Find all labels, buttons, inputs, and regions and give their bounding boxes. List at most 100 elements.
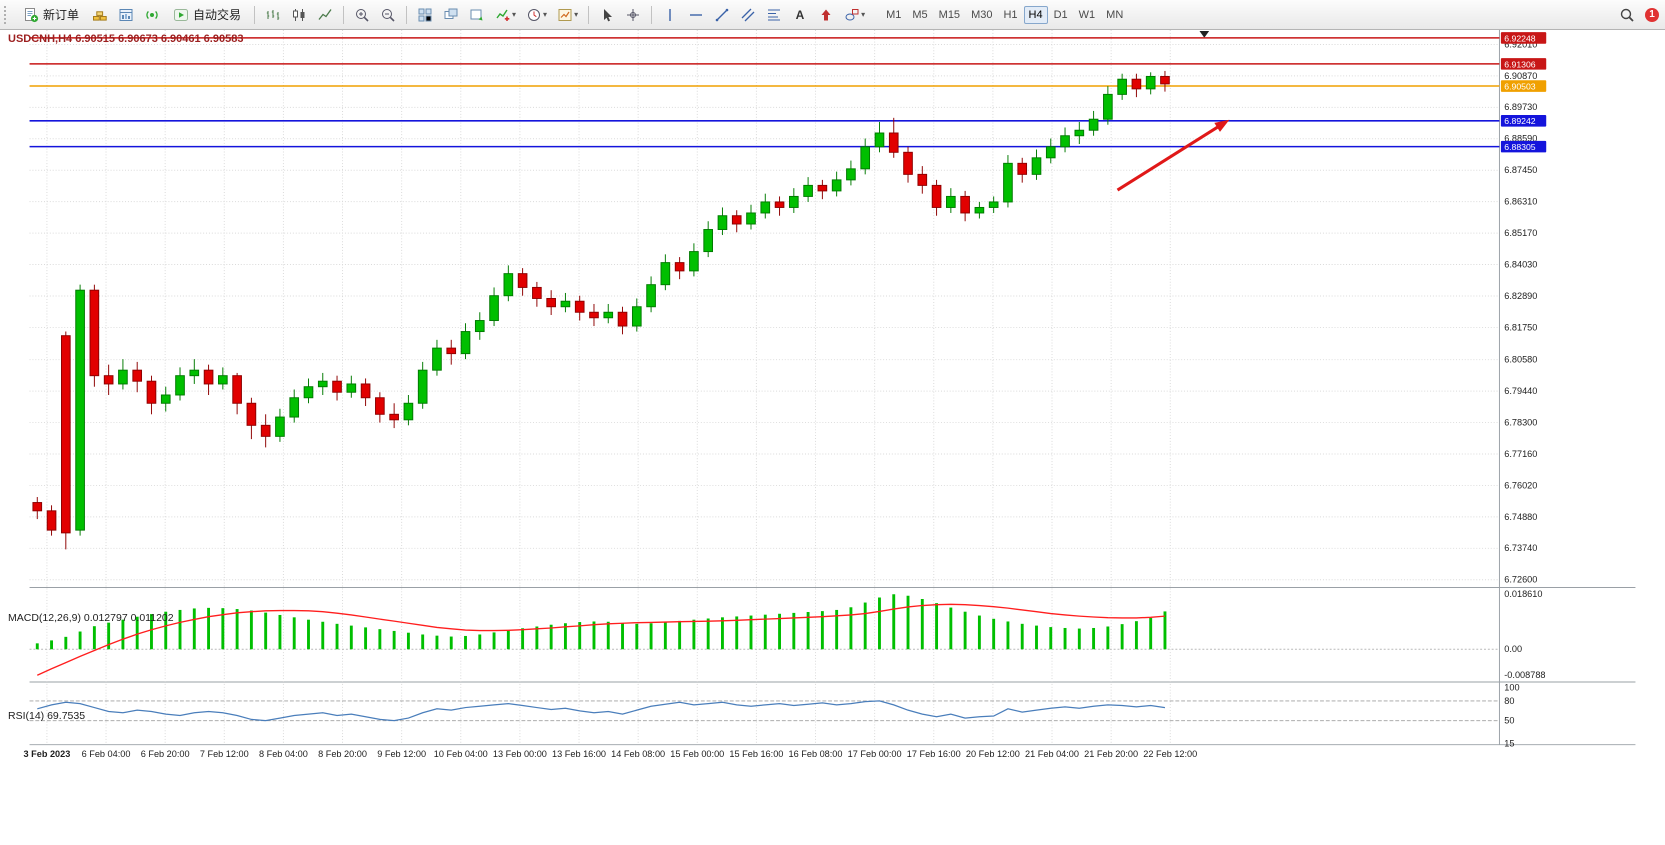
candle-body	[375, 397, 385, 415]
indicators-icon	[495, 7, 511, 23]
horizontal-line-icon	[688, 7, 704, 23]
time-axis-label: 17 Feb 00:00	[848, 749, 902, 759]
zoom-in-icon	[354, 7, 370, 23]
candle-body	[260, 424, 271, 437]
line-chart-icon	[317, 7, 333, 23]
panel-separators	[29, 30, 1636, 746]
timeframe-m1[interactable]: M1	[881, 6, 906, 24]
time-axis-label: 7 Feb 12:00	[200, 749, 249, 759]
candle-body	[1045, 146, 1056, 159]
candle-body	[218, 375, 228, 385]
chevron-down-icon: ▾	[512, 10, 517, 19]
candle-body	[817, 184, 828, 192]
notification-badge[interactable]: 1	[1645, 7, 1659, 22]
shapes-button[interactable]: ▾	[840, 4, 869, 26]
tile-windows-button[interactable]	[413, 4, 437, 26]
search-icon	[1619, 7, 1635, 23]
timeframe-m5[interactable]: M5	[907, 6, 932, 24]
timeframe-h1[interactable]: H1	[998, 6, 1022, 24]
candle-body	[731, 215, 742, 225]
time-axis-label: 17 Feb 16:00	[907, 749, 961, 759]
candle-body	[103, 375, 114, 385]
trendline-button[interactable]	[710, 4, 734, 26]
price-axis[interactable]: 6.92010 6.90870 6.89730 6.88590 6.87450 6.863…	[1504, 39, 1545, 748]
fibonacci-button[interactable]	[762, 4, 786, 26]
cursor-button[interactable]	[595, 4, 619, 26]
time-axis-label: 10 Feb 04:00	[434, 749, 488, 759]
toolbar-right-group: 1	[1615, 4, 1659, 26]
vertical-line-button[interactable]	[658, 4, 682, 26]
candle-body	[203, 369, 214, 385]
market-watch-button[interactable]	[88, 4, 112, 26]
candlestick-chart-button[interactable]	[287, 4, 311, 26]
alerts-icon	[144, 7, 160, 23]
candle-body	[603, 311, 614, 319]
price-axis-label: 6.78300	[1504, 417, 1537, 427]
text-tool-button[interactable]: A	[788, 4, 812, 26]
new-order-button[interactable]: 新订单	[16, 3, 86, 26]
candle-body	[1074, 129, 1085, 137]
arrow-label-button[interactable]	[814, 4, 838, 26]
timeframe-d1[interactable]: D1	[1049, 6, 1073, 24]
time-axis-label: 21 Feb 04:00	[1025, 749, 1079, 759]
new-order-label: 新订单	[43, 8, 80, 22]
time-axis-label: 6 Feb 04:00	[82, 749, 131, 759]
candle-body	[1060, 135, 1070, 148]
timeframe-m30[interactable]: M30	[966, 6, 997, 24]
trendline-icon	[714, 7, 730, 23]
periods-button[interactable]: ▾	[522, 4, 551, 26]
crosshair-button[interactable]	[621, 4, 645, 26]
timeframe-h4[interactable]: H4	[1023, 5, 1048, 24]
candle-body	[289, 397, 300, 418]
chart-canvas[interactable]: 6.92010 6.90870 6.89730 6.88590 6.87450 6.863…	[0, 30, 1665, 845]
zoom-in-button[interactable]	[350, 4, 374, 26]
data-window-button[interactable]	[114, 4, 138, 26]
time-axis-label: 8 Feb 04:00	[259, 749, 308, 759]
candle-body	[460, 331, 471, 355]
level-lines	[29, 37, 1500, 148]
indicators-button[interactable]: ▾	[491, 4, 520, 26]
candle-body	[89, 289, 100, 377]
arrange-windows-button[interactable]	[465, 4, 489, 26]
time-axis-label: 9 Feb 12:00	[377, 749, 426, 759]
price-axis-label: 6.82890	[1504, 291, 1537, 301]
rsi-indicator-label: RSI(14) 69.7535	[8, 710, 86, 722]
bar-chart-button[interactable]	[261, 4, 285, 26]
timeframe-mn[interactable]: MN	[1101, 6, 1128, 24]
bar-chart-icon	[265, 7, 281, 23]
timeframe-w1[interactable]: W1	[1074, 6, 1101, 24]
candle-body	[560, 300, 571, 308]
new-order-icon	[23, 7, 39, 23]
cascade-windows-button[interactable]	[439, 4, 463, 26]
auto-trading-button[interactable]: 自动交易	[166, 3, 248, 26]
candle-body	[960, 195, 970, 214]
candle-body	[1031, 157, 1042, 175]
shapes-icon	[844, 7, 860, 23]
toolbar-grip[interactable]	[4, 5, 11, 24]
price-axis-label: 6.72600	[1504, 575, 1537, 585]
candle-body	[160, 394, 171, 404]
price-axis-label: 6.80580	[1504, 355, 1537, 365]
candle-body	[275, 416, 285, 437]
alerts-button[interactable]	[140, 4, 164, 26]
toolbar-separator	[406, 5, 408, 24]
channel-button[interactable]	[736, 4, 760, 26]
time-axis[interactable]: 3 Feb 2023 6 Feb 04:00 6 Feb 20:00 7 Feb 12…	[24, 749, 1198, 759]
market-watch-icon	[92, 7, 108, 23]
scroll-end-marker[interactable]	[1199, 30, 1210, 38]
toolbar-separator	[254, 5, 256, 24]
line-chart-button[interactable]	[313, 4, 337, 26]
candle-body	[760, 201, 771, 214]
candle-body	[32, 502, 43, 512]
channel-icon	[740, 7, 756, 23]
periods-icon	[526, 7, 542, 23]
toolbar-separator	[651, 5, 653, 24]
templates-button[interactable]: ▾	[553, 4, 582, 26]
candle-body	[946, 195, 956, 208]
candle-body	[403, 402, 414, 421]
timeframe-m15[interactable]: M15	[934, 6, 965, 24]
zoom-out-button[interactable]	[376, 4, 400, 26]
price-tag-label: 6.89242	[1504, 116, 1536, 126]
search-button[interactable]	[1615, 4, 1639, 26]
horizontal-line-button[interactable]	[684, 4, 708, 26]
